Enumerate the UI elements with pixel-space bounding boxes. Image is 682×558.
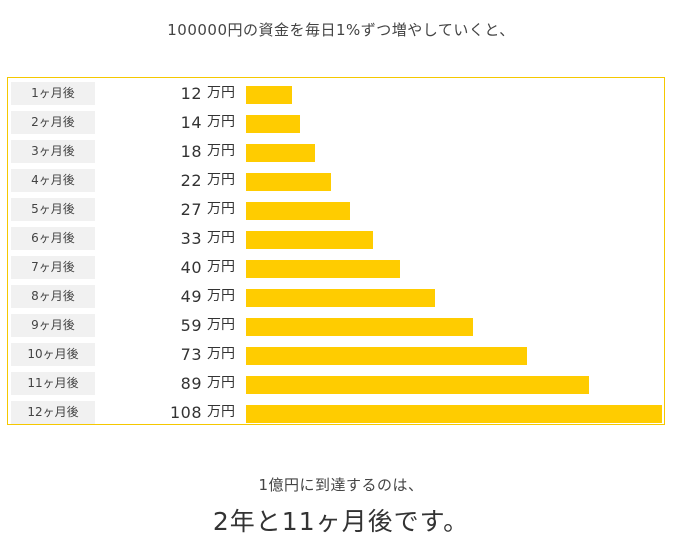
chart-row: 12ヶ月後 108 万円 <box>8 398 664 427</box>
row-month-label: 6ヶ月後 <box>11 227 95 250</box>
bar <box>246 289 435 307</box>
row-month-label: 9ヶ月後 <box>11 314 95 337</box>
chart-row: 7ヶ月後 40 万円 <box>8 253 664 282</box>
bar-chart: 1ヶ月後 12 万円 2ヶ月後 14 万円 3ヶ月後 18 万円 4ヶ月後 22 万円 5ヶ月後 27 万円… <box>7 77 665 425</box>
row-value-label: 18 <box>180 142 202 161</box>
row-value-label: 14 <box>180 113 202 132</box>
row-value-label: 89 <box>180 374 202 393</box>
chart-row: 11ヶ月後 89 万円 <box>8 369 664 398</box>
row-unit-label: 万円 <box>207 288 235 304</box>
chart-row: 8ヶ月後 49 万円 <box>8 282 664 311</box>
chart-row: 1ヶ月後 12 万円 <box>8 79 664 108</box>
chart-row: 5ヶ月後 27 万円 <box>8 195 664 224</box>
row-value-label: 33 <box>180 229 202 248</box>
row-unit-label: 万円 <box>207 201 235 217</box>
summary-result: 2年と11ヶ月後です。 <box>212 507 470 536</box>
row-month-label: 12ヶ月後 <box>11 401 95 424</box>
row-month-label: 10ヶ月後 <box>11 343 95 366</box>
chart-row: 10ヶ月後 73 万円 <box>8 340 664 369</box>
row-value-label: 73 <box>180 345 202 364</box>
row-month-label: 4ヶ月後 <box>11 169 95 192</box>
row-value-label: 12 <box>180 84 202 103</box>
row-unit-label: 万円 <box>207 114 235 130</box>
bar <box>246 115 300 133</box>
row-value-label: 22 <box>180 171 202 190</box>
row-unit-label: 万円 <box>207 375 235 391</box>
bar <box>246 405 662 423</box>
bar <box>246 202 350 220</box>
row-value-label: 49 <box>180 287 202 306</box>
bar <box>246 173 331 191</box>
row-month-label: 11ヶ月後 <box>11 372 95 395</box>
row-value-label: 27 <box>180 200 202 219</box>
row-unit-label: 万円 <box>207 317 235 333</box>
chart-row: 3ヶ月後 18 万円 <box>8 137 664 166</box>
bar <box>246 347 527 365</box>
row-unit-label: 万円 <box>207 230 235 246</box>
row-month-label: 8ヶ月後 <box>11 285 95 308</box>
row-unit-label: 万円 <box>207 172 235 188</box>
row-unit-label: 万円 <box>207 404 235 420</box>
bar <box>246 376 589 394</box>
bar <box>246 318 473 336</box>
row-month-label: 1ヶ月後 <box>11 82 95 105</box>
row-month-label: 2ヶ月後 <box>11 111 95 134</box>
chart-row: 9ヶ月後 59 万円 <box>8 311 664 340</box>
intro-text: 100000円の資金を毎日1%ずつ増やしていくと、 <box>167 21 515 39</box>
chart-row: 6ヶ月後 33 万円 <box>8 224 664 253</box>
row-unit-label: 万円 <box>207 85 235 101</box>
row-month-label: 5ヶ月後 <box>11 198 95 221</box>
row-value-label: 108 <box>169 403 202 422</box>
bar <box>246 231 373 249</box>
row-unit-label: 万円 <box>207 259 235 275</box>
chart-row: 2ヶ月後 14 万円 <box>8 108 664 137</box>
row-value-label: 59 <box>180 316 202 335</box>
row-unit-label: 万円 <box>207 346 235 362</box>
summary-line: 1億円に到達するのは、 <box>258 476 424 494</box>
bar <box>246 260 400 278</box>
bar <box>246 144 315 162</box>
row-month-label: 7ヶ月後 <box>11 256 95 279</box>
row-month-label: 3ヶ月後 <box>11 140 95 163</box>
row-unit-label: 万円 <box>207 143 235 159</box>
bar <box>246 86 292 104</box>
row-value-label: 40 <box>180 258 202 277</box>
chart-row: 4ヶ月後 22 万円 <box>8 166 664 195</box>
